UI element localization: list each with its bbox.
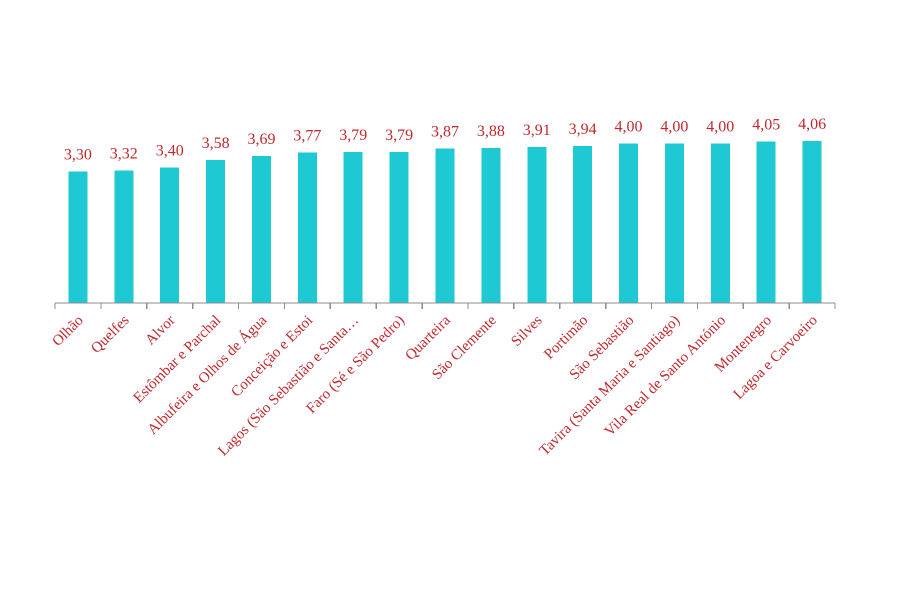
x-axis <box>54 302 836 309</box>
bar-2 <box>114 170 134 303</box>
data-label-9: 3,87 <box>431 124 459 141</box>
data-label-11: 3,91 <box>523 122 551 139</box>
data-label-4: 3,58 <box>202 135 230 152</box>
bar-17 <box>802 141 822 303</box>
bar-16 <box>756 141 776 303</box>
x-tick-label-6: Conceição e Estoi <box>228 313 316 401</box>
bar-6 <box>297 152 317 303</box>
data-label-17: 4,06 <box>798 116 826 133</box>
data-label-3: 3,40 <box>156 142 184 159</box>
bar-5 <box>252 155 271 303</box>
value-labels-group: 3,30 3,32 3,40 3,58 3,69 3,77 3,79 3,79 3,87 3,88… <box>64 116 826 163</box>
bar-12 <box>573 145 593 303</box>
data-label-7: 3,79 <box>339 127 367 144</box>
data-label-6: 3,77 <box>293 128 321 145</box>
bar-1 <box>68 171 88 303</box>
bars-group <box>68 141 822 303</box>
data-label-10: 3,88 <box>477 123 505 140</box>
x-tick-label-17: Lagoa e Carvoeiro <box>731 313 821 403</box>
data-label-2: 3,32 <box>110 146 138 163</box>
bar-3 <box>160 167 180 303</box>
bar-13 <box>619 143 638 303</box>
data-label-16: 4,05 <box>752 116 780 133</box>
x-tick-label-4: Estômbar e Parchal <box>131 313 225 407</box>
bar-11 <box>527 147 547 303</box>
bar-9 <box>435 148 455 303</box>
x-tick-label-1: Olhão <box>49 313 86 350</box>
bar-8 <box>389 151 409 303</box>
data-label-12: 3,94 <box>569 121 597 138</box>
data-label-14: 4,00 <box>660 118 688 135</box>
data-label-1: 3,30 <box>64 146 92 163</box>
data-label-8: 3,79 <box>385 127 413 144</box>
x-tick-label-11: Silves <box>508 312 545 349</box>
bar-10 <box>481 148 501 303</box>
bar-14 <box>664 143 684 303</box>
bar-15 <box>710 143 730 303</box>
data-label-15: 4,00 <box>706 118 734 135</box>
bar-7 <box>343 151 363 303</box>
data-label-13: 4,00 <box>615 118 643 135</box>
data-label-5: 3,69 <box>248 131 276 148</box>
x-tick-label-3: Alvor <box>142 313 178 349</box>
x-tick-label-2: Quelfes <box>88 312 132 356</box>
bar-4 <box>206 160 226 303</box>
